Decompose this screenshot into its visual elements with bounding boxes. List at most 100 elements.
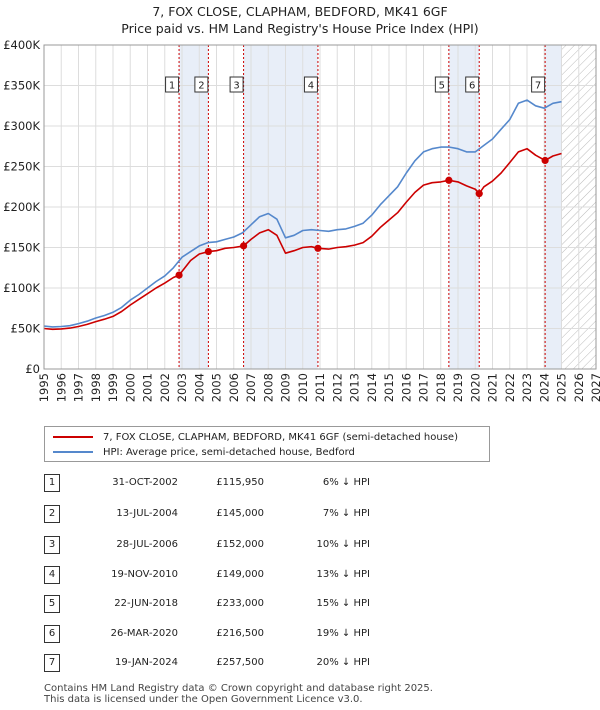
transaction-price: £115,950: [216, 477, 264, 488]
x-tick-label: 2004: [192, 373, 206, 402]
transaction-badge: 3: [44, 536, 60, 554]
x-tick-label: 2002: [158, 373, 172, 402]
legend-item-hpi: HPI: Average price, semi-detached house,…: [53, 445, 355, 459]
transaction-hpi-diff: 19% ↓ HPI: [316, 628, 370, 639]
transaction-price: £233,000: [216, 598, 264, 609]
x-tick-label: 2003: [175, 373, 189, 402]
sale-number-badge: 6: [465, 76, 480, 93]
sale-badge-box: [531, 76, 546, 93]
footer-copyright: Contains HM Land Registry data © Crown c…: [44, 683, 433, 694]
x-tick-label: 2007: [244, 373, 258, 402]
sale-number-badge: 2: [194, 76, 209, 93]
footer: Contains HM Land Registry data © Crown c…: [44, 683, 433, 705]
transaction-date: 28-JUL-2006: [116, 539, 178, 550]
y-tick-label: £0: [25, 362, 40, 376]
y-tick-label: £250K: [3, 160, 40, 174]
y-tick-label: £50K: [11, 322, 41, 336]
price-chart: 1 2 3 4 5 6 7 £0 £50K £100K £150K £200K £250K £300K £3…: [3, 38, 600, 402]
x-tick-label: 2027: [589, 373, 600, 402]
transaction-price: £257,500: [216, 657, 264, 668]
x-tick-label: 1999: [106, 373, 120, 402]
sale-point: [175, 271, 183, 279]
sale-badge-label: 4: [308, 81, 314, 92]
x-tick-label: 2010: [296, 373, 310, 402]
transaction-badge: 1: [44, 474, 60, 492]
x-tick-label: 2022: [503, 373, 517, 402]
transaction-price: £145,000: [216, 508, 264, 519]
x-tick-label: 2015: [382, 373, 396, 402]
footer-licence: This data is licensed under the Open Gov…: [44, 694, 363, 705]
transaction-hpi-diff: 20% ↓ HPI: [316, 657, 370, 668]
transaction-hpi-diff: 10% ↓ HPI: [316, 539, 370, 550]
table-row: 4 19-NOV-2010 £149,000 13% ↓ HPI: [44, 566, 464, 586]
x-tick-label: 2024: [537, 373, 551, 402]
transaction-date: 19-JAN-2024: [114, 657, 178, 668]
hpi-line-swatch: [53, 451, 93, 453]
x-tick-label: 2019: [451, 373, 465, 402]
sale-badge-label: 6: [469, 81, 475, 92]
x-tick-label: 2020: [468, 373, 482, 402]
x-tick-label: 2009: [279, 373, 293, 402]
sale-badge-box: [165, 76, 180, 93]
x-tick-label: 2011: [313, 373, 327, 402]
sale-badge-box: [194, 76, 209, 93]
sale-point: [541, 156, 549, 165]
x-tick-label: 1995: [37, 373, 51, 402]
sale-badge-label: 3: [233, 81, 239, 92]
sale-point: [204, 247, 212, 256]
chart-subtitle: Price paid vs. HM Land Registry's House …: [121, 21, 479, 36]
transaction-badge: 2: [44, 505, 60, 523]
transaction-badge: 4: [44, 566, 60, 584]
y-tick-label: £200K: [3, 200, 40, 214]
sale-badge-label: 1: [169, 81, 175, 92]
sale-point: [239, 242, 248, 250]
transaction-hpi-diff: 6% ↓ HPI: [322, 477, 370, 488]
sale-badge-label: 7: [535, 81, 541, 92]
table-row: 2 13-JUL-2004 £145,000 7% ↓ HPI: [44, 505, 464, 525]
table-row: 5 22-JUN-2018 £233,000 15% ↓ HPI: [44, 595, 464, 615]
legend: 7, FOX CLOSE, CLAPHAM, BEDFORD, MK41 6GF…: [44, 426, 490, 462]
chart-title: 7, FOX CLOSE, CLAPHAM, BEDFORD, MK41 6GF: [152, 4, 448, 19]
table-row: 1 31-OCT-2002 £115,950 6% ↓ HPI: [44, 474, 464, 494]
transaction-badge: 5: [44, 595, 60, 613]
table-row: 6 26-MAR-2020 £216,500 19% ↓ HPI: [44, 625, 464, 645]
x-tick-label: 2008: [261, 373, 275, 402]
legend-price-label: 7, FOX CLOSE, CLAPHAM, BEDFORD, MK41 6GF…: [103, 431, 458, 443]
sale-point: [314, 244, 322, 252]
x-tick-label: 2018: [434, 373, 448, 402]
transaction-date: 22-JUN-2018: [114, 598, 178, 609]
transaction-price: £149,000: [216, 569, 264, 580]
x-tick-label: 2006: [227, 373, 241, 402]
x-tick-label: 2014: [365, 373, 379, 402]
x-tick-label: 1998: [89, 373, 103, 402]
x-tick-label: 2005: [210, 373, 224, 402]
sale-badge-box: [229, 76, 244, 93]
sale-number-badge: 7: [531, 76, 546, 93]
transaction-hpi-diff: 7% ↓ HPI: [322, 508, 370, 519]
sale-number-badge: 1: [165, 76, 180, 93]
transaction-hpi-diff: 13% ↓ HPI: [316, 569, 370, 580]
x-tick-label: 2000: [123, 373, 137, 402]
table-row: 7 19-JAN-2024 £257,500 20% ↓ HPI: [44, 654, 464, 674]
table-row: 3 28-JUL-2006 £152,000 10% ↓ HPI: [44, 536, 464, 556]
price-line-swatch: [53, 436, 93, 438]
hpi-series-line: [43, 99, 562, 328]
x-tick-label: 2001: [141, 373, 155, 402]
y-tick-label: £350K: [3, 79, 40, 93]
x-tick-label: 2023: [520, 373, 534, 402]
sale-point: [475, 190, 483, 198]
x-tick-label: 2013: [348, 373, 362, 402]
transaction-date: 26-MAR-2020: [110, 628, 178, 639]
y-tick-label: £150K: [3, 241, 40, 255]
sale-number-badge: 5: [434, 76, 449, 93]
sale-point: [445, 176, 453, 184]
legend-item-price: 7, FOX CLOSE, CLAPHAM, BEDFORD, MK41 6GF…: [53, 430, 458, 444]
transaction-date: 31-OCT-2002: [112, 477, 178, 488]
x-tick-label: 1997: [72, 373, 86, 402]
x-tick-label: 1996: [54, 373, 68, 402]
y-tick-label: £100K: [3, 281, 40, 295]
sale-badge-label: 5: [439, 81, 445, 92]
x-tick-label: 2012: [330, 373, 344, 402]
legend-hpi-label: HPI: Average price, semi-detached house,…: [103, 446, 355, 458]
transaction-date: 19-NOV-2010: [111, 569, 178, 580]
